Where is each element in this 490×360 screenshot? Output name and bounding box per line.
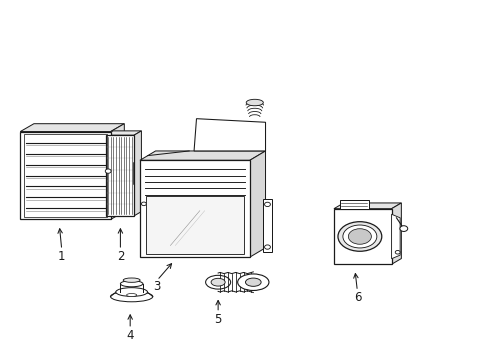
- Ellipse shape: [111, 291, 153, 302]
- Polygon shape: [20, 132, 111, 220]
- Ellipse shape: [123, 278, 140, 282]
- Ellipse shape: [211, 278, 225, 286]
- Polygon shape: [146, 196, 244, 254]
- Polygon shape: [106, 131, 142, 135]
- Polygon shape: [334, 209, 392, 264]
- Ellipse shape: [126, 293, 137, 297]
- Polygon shape: [263, 199, 272, 252]
- Ellipse shape: [348, 229, 371, 244]
- Polygon shape: [340, 200, 368, 209]
- Text: 4: 4: [126, 329, 134, 342]
- Ellipse shape: [116, 288, 147, 296]
- Polygon shape: [140, 160, 250, 257]
- Polygon shape: [20, 124, 124, 132]
- Circle shape: [395, 251, 400, 254]
- Polygon shape: [194, 119, 266, 151]
- Text: 5: 5: [215, 313, 222, 326]
- Text: 2: 2: [117, 250, 124, 263]
- Circle shape: [105, 169, 111, 173]
- Ellipse shape: [121, 281, 143, 287]
- Circle shape: [400, 226, 408, 231]
- Polygon shape: [134, 131, 142, 216]
- Ellipse shape: [343, 225, 377, 248]
- Ellipse shape: [238, 274, 269, 291]
- Text: 1: 1: [58, 250, 66, 263]
- Polygon shape: [392, 214, 400, 259]
- Ellipse shape: [245, 278, 261, 286]
- Circle shape: [265, 245, 270, 249]
- Polygon shape: [250, 151, 266, 257]
- Circle shape: [265, 202, 270, 207]
- Text: 3: 3: [153, 280, 161, 293]
- Polygon shape: [392, 203, 401, 264]
- Polygon shape: [106, 135, 134, 216]
- Ellipse shape: [246, 99, 263, 106]
- Ellipse shape: [338, 222, 382, 251]
- Polygon shape: [334, 203, 401, 209]
- Polygon shape: [111, 124, 124, 220]
- Polygon shape: [140, 151, 266, 160]
- Circle shape: [142, 202, 147, 206]
- Text: 6: 6: [354, 291, 361, 304]
- Ellipse shape: [206, 275, 231, 289]
